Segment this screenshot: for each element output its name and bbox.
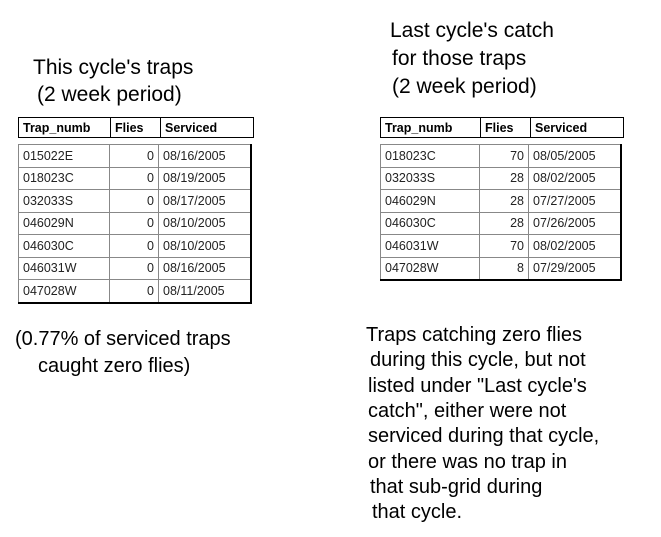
table-row: 046031W 70 08/02/2005 <box>380 234 622 258</box>
table-cell: 018023C <box>380 144 480 168</box>
table-header: Trap_numb Flies Serviced <box>18 117 254 138</box>
table-cell: 28 <box>479 211 529 235</box>
table-cell: 08/02/2005 <box>528 234 622 258</box>
note-line: serviced during that cycle, <box>368 425 600 448</box>
note-line: that cycle. <box>372 501 463 524</box>
table-row: 015022E 0 08/16/2005 <box>18 144 252 168</box>
column-header: Trap_numb <box>385 120 453 135</box>
table-cell: 046029N <box>380 189 480 213</box>
table-cell: 08/19/2005 <box>158 166 252 190</box>
table-cell: 8 <box>479 256 529 281</box>
table-cell: 07/26/2005 <box>528 211 622 235</box>
table-cell: 032033S <box>18 189 110 213</box>
note-line: during this cycle, but not <box>370 349 586 372</box>
table-cell: 015022E <box>18 144 110 168</box>
table-row: 046030C 28 07/26/2005 <box>380 211 622 235</box>
table-cell: 047028W <box>18 279 110 303</box>
table-cell: 046031W <box>18 256 110 280</box>
table-row: 047028W 8 07/29/2005 <box>380 256 622 281</box>
table-row: 046029N 0 08/10/2005 <box>18 211 252 235</box>
table-header: Trap_numb Flies Serviced <box>380 117 624 138</box>
header-row: Trap_numb Flies Serviced <box>19 117 254 138</box>
note-line: that sub-grid during <box>370 475 543 498</box>
table-row: 046031W 0 08/16/2005 <box>18 256 252 280</box>
note-line: caught zero flies) <box>38 355 191 377</box>
title-line: This cycle's traps <box>33 56 194 79</box>
table-row: 032033S 0 08/17/2005 <box>18 189 252 213</box>
table-cell: 046030C <box>18 234 110 258</box>
table-cell: 08/16/2005 <box>158 144 252 168</box>
table-cell: 08/11/2005 <box>158 279 252 303</box>
table-cell: 0 <box>109 234 159 258</box>
column-header: Trap_numb <box>23 120 91 135</box>
table-cell: 0 <box>109 256 159 280</box>
note-line: catch", either were not <box>368 399 567 422</box>
table-cell: 07/27/2005 <box>528 189 622 213</box>
table-cell: 0 <box>109 189 159 213</box>
table-cell: 08/10/2005 <box>158 211 252 235</box>
note-line: (0.77% of serviced traps <box>15 328 231 350</box>
table-row: 018023C 70 08/05/2005 <box>380 144 622 168</box>
table-cell: 046030C <box>380 211 480 235</box>
table-cell: 046031W <box>380 234 480 258</box>
table-body: 018023C 70 08/05/2005 032033S 28 08/02/2005 04… <box>380 144 622 281</box>
table-cell: 0 <box>109 166 159 190</box>
table-cell: 0 <box>109 211 159 235</box>
table-body: 015022E 0 08/16/2005 018023C 0 08/19/2005 0320… <box>18 144 252 304</box>
table-row: 046030C 0 08/10/2005 <box>18 234 252 258</box>
column-header: Serviced <box>530 117 624 138</box>
table-cell: 0 <box>109 279 159 303</box>
column-header: Flies <box>110 117 161 138</box>
table-cell: 018023C <box>18 166 110 190</box>
table-cell: 07/29/2005 <box>528 256 622 281</box>
table-cell: 70 <box>479 144 529 168</box>
table-cell: 08/02/2005 <box>528 166 622 190</box>
table-cell: 08/17/2005 <box>158 189 252 213</box>
table-cell: 70 <box>479 234 529 258</box>
column-header: Serviced <box>160 117 254 138</box>
title-line: (2 week period) <box>392 75 537 98</box>
table-cell: 08/05/2005 <box>528 144 622 168</box>
table-cell: 08/16/2005 <box>158 256 252 280</box>
table-cell: 047028W <box>380 256 480 281</box>
header-row: Trap_numb Flies Serviced <box>381 117 624 138</box>
title-line: for those traps <box>392 47 527 70</box>
table-row: 046029N 28 07/27/2005 <box>380 189 622 213</box>
table-cell: 032033S <box>380 166 480 190</box>
table-row: 047028W 0 08/11/2005 <box>18 279 252 303</box>
table-cell: 0 <box>109 144 159 168</box>
note-line: Traps catching zero flies <box>366 324 583 346</box>
table-cell: 28 <box>479 189 529 213</box>
column-header: Flies <box>480 117 531 138</box>
table-row: 032033S 28 08/02/2005 <box>380 166 622 190</box>
table-row: 018023C 0 08/19/2005 <box>18 166 252 190</box>
table-cell: 28 <box>479 166 529 190</box>
note-line: listed under "Last cycle's <box>368 374 587 397</box>
title-line: (2 week period) <box>37 83 182 106</box>
table-cell: 08/10/2005 <box>158 234 252 258</box>
title-line: Last cycle's catch <box>390 19 554 42</box>
note-line: or there was no trap in <box>368 450 567 473</box>
table-cell: 046029N <box>18 211 110 235</box>
